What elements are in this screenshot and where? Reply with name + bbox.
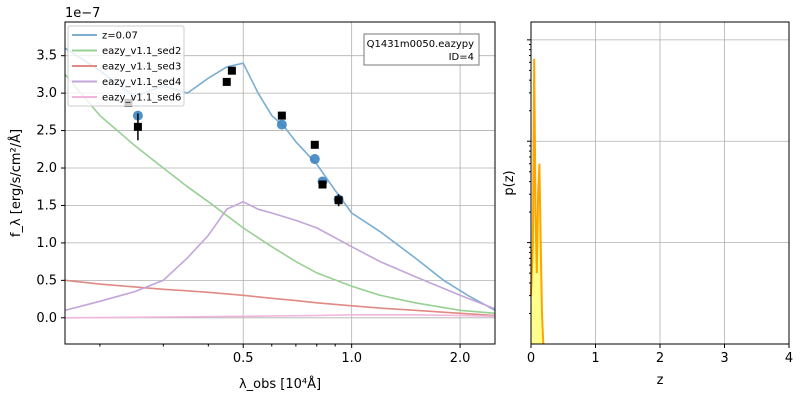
sed-y-tick-label: 2.5: [36, 124, 57, 139]
pz-x-tick-label: 1: [591, 351, 599, 366]
sed-series-line: [65, 313, 495, 319]
sed-y-offset-label: 1e−7: [65, 6, 100, 21]
sed-y-tick-label: 0.5: [36, 273, 57, 288]
sed-series-group: [65, 47, 495, 319]
pz-x-axis-label: z: [657, 373, 664, 388]
annotation-id: ID=4: [449, 52, 474, 63]
sed-axes-frame: [64, 21, 496, 345]
sed-x-tick-label: 0.5: [233, 351, 254, 366]
pz-y-axis-label: p(z): [502, 170, 517, 195]
sed-ticks: 0.0 0.5 1.0 1.5 2.0 2.5 3.0 3.5 0.5 1.0 2.0: [36, 49, 470, 366]
pz-series-group: [530, 58, 545, 345]
sed-legend: z=0.07 eazy_v1.1_sed2 eazy_v1.1_sed3 eazy_v…: [67, 25, 185, 107]
pz-x-tick-label: 2: [656, 351, 664, 366]
sed-series-line: [65, 73, 495, 315]
observed-photometry-point: [318, 180, 327, 189]
sed-y-tick-label: 3.5: [36, 49, 57, 64]
sed-y-tick-label: 0.0: [36, 311, 57, 326]
sed-series-line: [65, 279, 495, 317]
legend-label: eazy_v1.1_sed4: [102, 77, 181, 88]
sed-x-axis-label: λ_obs [10⁴Å]: [239, 376, 321, 392]
sed-x-tick-label: 1.0: [341, 351, 362, 366]
annotation-source: Q1431m0050.eazypy: [367, 39, 474, 50]
observed-photometry-point: [227, 66, 236, 75]
sed-annotation-box: Q1431m0050.eazypy ID=4: [363, 33, 480, 66]
sed-y-tick-label: 1.5: [36, 198, 57, 213]
legend-label: eazy_v1.1_sed3: [102, 62, 181, 73]
legend-label: eazy_v1.1_sed2: [102, 46, 181, 57]
model-photometry-point: [276, 119, 287, 130]
observed-photometry-point: [133, 122, 142, 131]
sed-y-tick-label: 2.0: [36, 161, 57, 176]
sed-y-axis-label: f_λ [erg/s/cm²/Å]: [8, 129, 24, 237]
sed-x-tick-label: 2.0: [450, 351, 471, 366]
observed-photometry-point: [310, 140, 319, 149]
pz-curve: [530, 58, 545, 345]
pz-x-tick-label: 0: [527, 351, 535, 366]
observed-photometry-point: [334, 196, 343, 205]
observed-photometry-point: [277, 111, 286, 120]
legend-label: eazy_v1.1_sed6: [102, 93, 181, 104]
pz-ticks: 0 1 2 3 4: [527, 39, 793, 366]
sed-photometry-points: [124, 66, 344, 207]
legend-label: z=0.07: [102, 31, 138, 42]
model-photometry-point: [309, 154, 320, 165]
observed-photometry-point: [222, 77, 231, 86]
sed-y-tick-label: 1.0: [36, 236, 57, 251]
pz-panel: 0 1 2 3 4 z p(z): [502, 21, 793, 388]
sed-y-tick-label: 3.0: [36, 86, 57, 101]
sed-series-line: [65, 200, 495, 312]
legend-frame: [67, 25, 185, 107]
pz-x-tick-label: 3: [720, 351, 728, 366]
annotation-frame: [363, 33, 480, 66]
sed-panel: 0.0 0.5 1.0 1.5 2.0 2.5 3.0 3.5 0.5 1.0 2.0 1e−7 λ…: [8, 6, 496, 392]
pz-x-tick-label: 4: [785, 351, 793, 366]
